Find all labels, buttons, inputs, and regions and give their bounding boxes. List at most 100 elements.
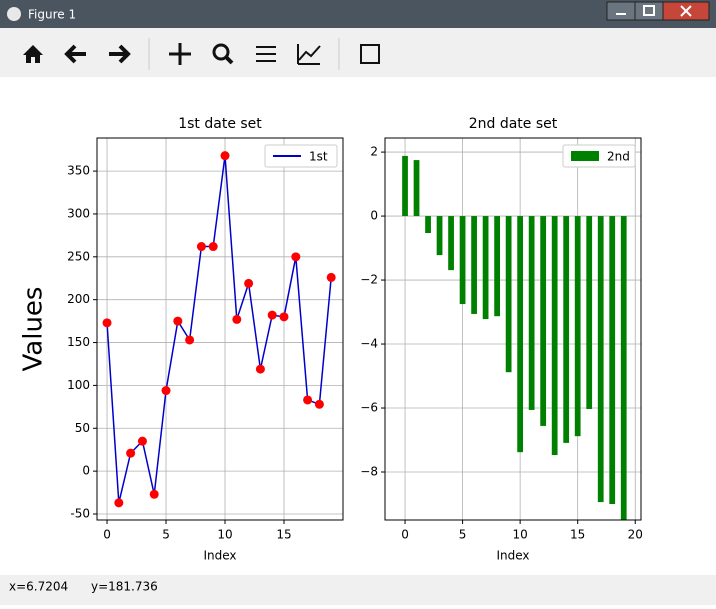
bar	[402, 155, 408, 217]
bar	[425, 216, 431, 234]
zoom-button[interactable]	[212, 43, 234, 65]
bar	[505, 216, 512, 373]
marker	[208, 242, 218, 252]
minimize-button[interactable]	[606, 1, 636, 21]
marker	[149, 489, 159, 499]
marker	[279, 312, 289, 322]
back-button[interactable]	[64, 44, 86, 64]
marker	[173, 316, 183, 326]
bar	[540, 216, 547, 426]
app-icon	[7, 7, 21, 21]
toolbar	[0, 28, 716, 77]
marker	[161, 386, 171, 396]
x-tick-label: 5	[459, 528, 467, 542]
marker	[232, 314, 242, 324]
toolbar-buttons	[23, 38, 380, 70]
forward-button[interactable]	[109, 44, 131, 64]
bar	[574, 216, 581, 437]
y-tick-label: 0	[370, 209, 378, 223]
bar	[609, 216, 616, 505]
marker	[303, 395, 313, 405]
marker	[185, 335, 195, 345]
window-title: Figure 1	[28, 8, 76, 22]
x-tick-label: 10	[217, 528, 232, 542]
line	[106, 155, 332, 504]
maximize-button[interactable]	[634, 1, 664, 21]
x-axis-label: Index	[496, 549, 529, 563]
bar	[482, 216, 489, 320]
status-bar	[0, 575, 716, 605]
marker	[102, 318, 112, 328]
chart-title: 2nd date set	[469, 116, 558, 132]
edit-axes-button[interactable]	[297, 44, 321, 65]
x-tick-label: 0	[103, 528, 111, 542]
chart-title: 1st date set	[178, 116, 262, 132]
bar	[459, 216, 466, 305]
marker	[267, 310, 277, 320]
plot-area	[102, 151, 336, 508]
x-tick-label: 5	[162, 528, 170, 542]
y-tick-label: −6	[360, 401, 378, 415]
zoom-lens	[212, 43, 230, 61]
bar	[597, 216, 604, 503]
bar	[413, 160, 420, 217]
status-x: x=6.7204	[9, 580, 68, 594]
bar	[620, 216, 627, 520]
maximize-icon	[643, 5, 655, 16]
zoom-handle	[224, 55, 234, 65]
y-tick-label: 150	[67, 335, 90, 349]
bar	[471, 216, 477, 314]
y-tick-label: 350	[67, 164, 90, 178]
bar	[436, 216, 443, 256]
home-button[interactable]	[23, 45, 43, 63]
pan-button[interactable]	[169, 43, 191, 65]
configure-button[interactable]	[256, 46, 276, 62]
y-tick-label: 300	[67, 206, 90, 220]
y-tick-label: 50	[75, 421, 90, 435]
x-tick-label: 20	[628, 528, 643, 542]
title-bar	[0, 0, 716, 28]
marker	[291, 252, 301, 262]
marker	[326, 272, 336, 282]
x-tick-label: 10	[512, 528, 527, 542]
bar	[563, 216, 570, 443]
save-button[interactable]	[360, 44, 380, 64]
status-y: y=181.736	[91, 580, 158, 594]
y-tick-label: 2	[370, 145, 378, 159]
axes-frame	[96, 137, 344, 521]
y-tick-label: 100	[67, 378, 90, 392]
close-icon	[680, 5, 692, 17]
marker	[126, 448, 136, 458]
y-tick-label: −8	[360, 465, 378, 479]
marker	[255, 364, 265, 374]
marker	[114, 498, 124, 508]
marker	[314, 399, 324, 409]
legend-label: 1st	[309, 150, 328, 164]
plot-area	[402, 155, 627, 520]
bar	[517, 216, 524, 453]
marker	[244, 278, 254, 288]
y-tick-label: 200	[67, 292, 90, 306]
legend-label: 2nd	[607, 150, 630, 164]
bar	[494, 216, 500, 317]
y-tick-label: 250	[67, 249, 90, 263]
x-tick-label: 15	[276, 528, 291, 542]
marker	[137, 436, 147, 446]
x-axis-label: Index	[203, 549, 236, 563]
window-controls	[606, 1, 710, 21]
marker	[220, 151, 230, 161]
bar	[586, 216, 593, 409]
y-axis-label: Values	[19, 287, 49, 372]
legend-swatch	[571, 151, 599, 161]
marker	[196, 242, 206, 252]
bar	[448, 216, 454, 271]
y-tick-label: −4	[360, 337, 378, 351]
x-tick-label: 15	[570, 528, 585, 542]
y-tick-label: −2	[360, 273, 378, 287]
bar	[528, 216, 535, 410]
y-tick-label: 0	[82, 464, 90, 478]
bar	[551, 216, 558, 456]
y-tick-label: -50	[70, 506, 90, 520]
x-tick-label: 0	[401, 528, 409, 542]
